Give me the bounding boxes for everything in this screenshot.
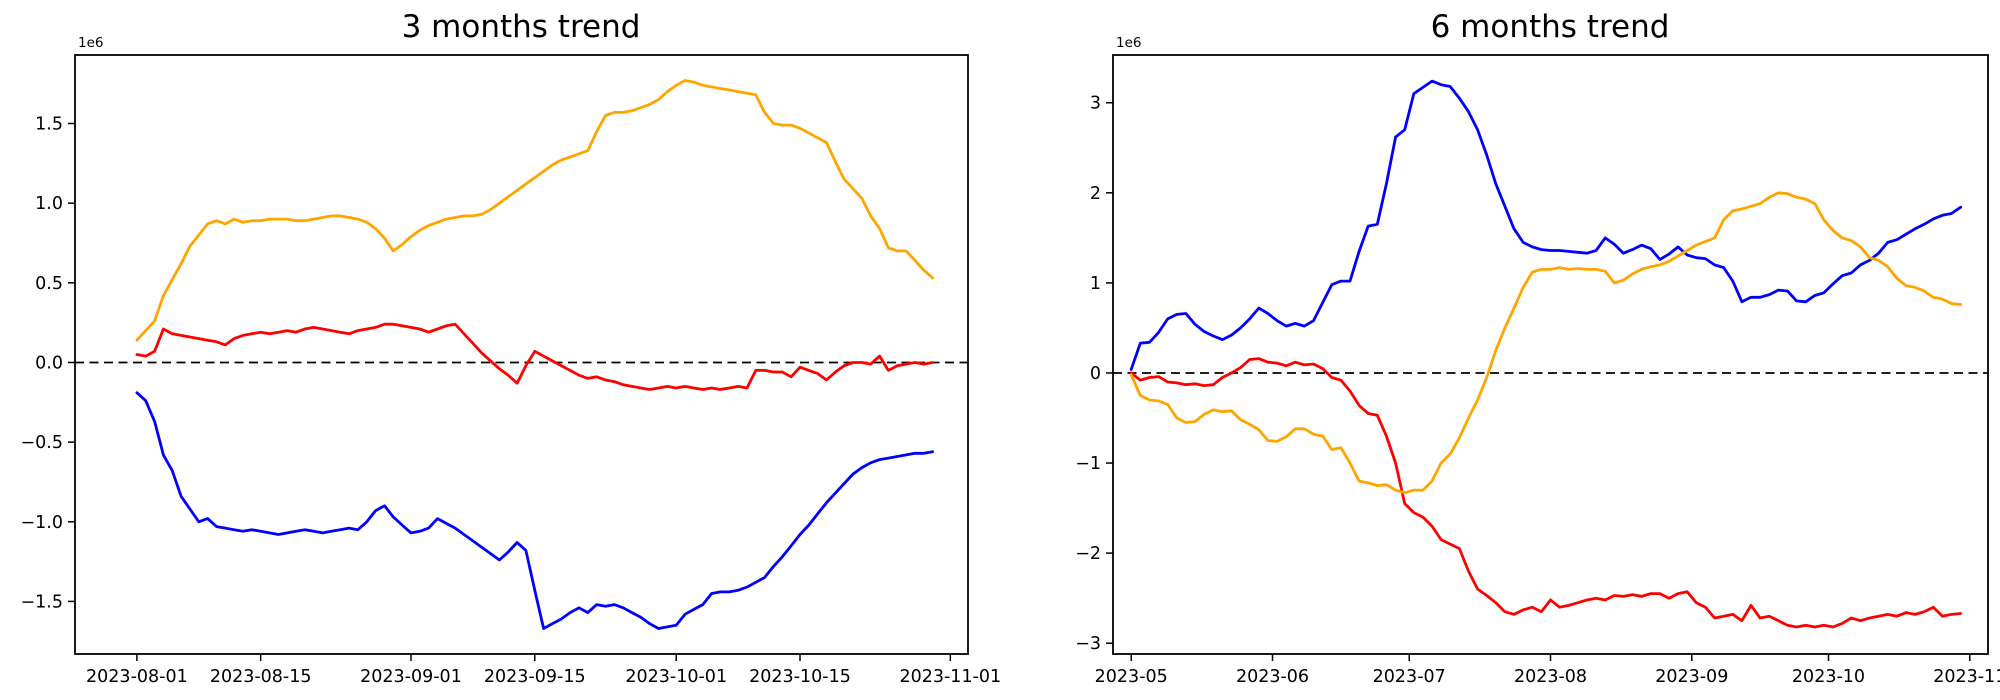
axes-box (74, 54, 969, 655)
series-red-line (1129, 357, 1963, 629)
y-tick-label: −3 (1075, 634, 1101, 654)
series-orange-line (1129, 191, 1963, 495)
series-group (1129, 79, 1963, 629)
y-tick-label: 0.0 (35, 353, 63, 373)
x-axis: 2023-08-01 2023-08-15 2023-09-01 2023-09-15… (86, 654, 1001, 687)
series-blue-line (1129, 79, 1963, 371)
y-tick-label: 1 (1090, 274, 1101, 294)
x-tick-label: 2023-06 (1236, 667, 1309, 687)
axes-box (1112, 54, 1989, 655)
y-tick-label: −0.5 (21, 433, 64, 453)
x-tick-label: 2023-11-01 (899, 667, 1001, 687)
x-axis: 2023-05 2023-06 2023-07 2023-08 2023-09 2023-… (1095, 654, 2000, 687)
y-tick-label: 1.5 (35, 115, 63, 135)
x-tick-label: 2023-08-15 (210, 667, 312, 687)
series-red-line (135, 322, 934, 391)
x-tick-label: 2023-10 (1792, 667, 1865, 687)
y-axis-offset-label: 1e6 (78, 35, 103, 51)
y-tick-label: −2 (1075, 544, 1101, 564)
y-axis: 3 2 1 0 −1 −2 −3 (1075, 94, 1113, 654)
series-orange-line (135, 79, 934, 342)
y-tick-label: 1.0 (35, 194, 63, 214)
x-tick-label: 2023-08 (1514, 667, 1587, 687)
x-tick-label: 2023-05 (1095, 667, 1168, 687)
y-tick-label: 0.5 (35, 274, 63, 294)
chart-title-3-months: 3 months trend (401, 9, 641, 45)
series-blue-line (135, 391, 934, 630)
series-group (135, 79, 934, 630)
x-tick-label: 2023-09 (1655, 667, 1728, 687)
y-tick-label: −1.5 (21, 592, 64, 612)
y-axis: 1.5 1.0 0.5 0.0 −0.5 −1.0 −1.5 (21, 115, 75, 612)
x-tick-label: 2023-07 (1373, 667, 1446, 687)
y-tick-label: 3 (1090, 94, 1101, 114)
chart-3-months: 2023-08-01 2023-08-15 2023-09-01 2023-09-15… (21, 35, 1002, 687)
x-tick-label: 2023-11 (1933, 667, 2000, 687)
y-tick-label: −1 (1075, 454, 1101, 474)
y-tick-label: −1.0 (21, 513, 64, 533)
y-tick-label: 2 (1090, 184, 1101, 204)
x-tick-label: 2023-10-15 (749, 667, 851, 687)
x-tick-label: 2023-10-01 (625, 667, 727, 687)
x-tick-label: 2023-08-01 (86, 667, 188, 687)
chart-6-months: 2023-05 2023-06 2023-07 2023-08 2023-09 2023-… (1075, 35, 2000, 687)
x-tick-label: 2023-09-01 (360, 667, 462, 687)
x-tick-label: 2023-09-15 (484, 667, 586, 687)
y-tick-label: 0 (1090, 364, 1101, 384)
chart-title-6-months: 6 months trend (1430, 9, 1670, 45)
y-axis-offset-label: 1e6 (1116, 35, 1141, 51)
